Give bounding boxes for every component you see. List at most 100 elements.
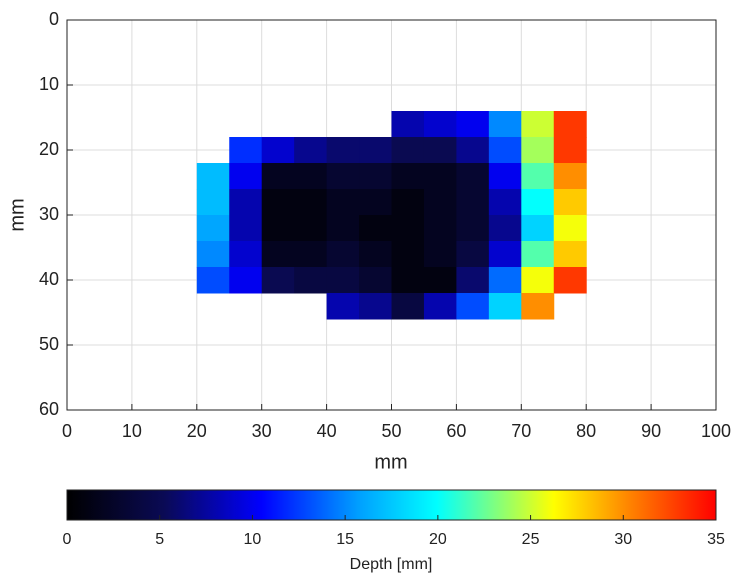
heat-cell — [261, 267, 295, 294]
colorbar-tick-label: 5 — [155, 531, 164, 548]
x-tick-label: 0 — [62, 421, 72, 441]
heat-cell — [456, 163, 490, 190]
heat-cell — [359, 267, 392, 294]
x-tick-label: 30 — [252, 421, 272, 441]
heat-cell — [229, 189, 263, 216]
heat-cell — [521, 241, 555, 268]
x-axis-label: mm — [374, 451, 407, 473]
heat-cell — [488, 215, 522, 242]
heat-cell — [423, 111, 457, 138]
heat-cell — [391, 293, 425, 320]
heat-cell — [326, 189, 360, 216]
heat-cell — [391, 163, 425, 190]
heat-cell — [391, 241, 425, 268]
heat-cell — [196, 241, 230, 268]
heat-cell — [294, 241, 328, 268]
colorbar-tick-label: 10 — [244, 531, 262, 548]
heat-cell — [196, 267, 230, 294]
heat-cell — [294, 215, 328, 242]
heat-cell — [488, 241, 522, 268]
heat-cell — [229, 215, 263, 242]
heat-cell — [326, 241, 360, 268]
heat-cell — [391, 137, 425, 164]
heat-cell — [488, 111, 522, 138]
heat-cell — [521, 293, 555, 320]
heat-cell — [521, 111, 555, 138]
heat-cell — [261, 189, 295, 216]
heat-cell — [456, 293, 490, 320]
heat-cell — [488, 189, 522, 216]
heat-cell — [359, 189, 392, 216]
heat-cell — [326, 163, 360, 190]
heat-cell — [359, 215, 392, 242]
heat-cell — [294, 267, 328, 294]
x-tick-label: 80 — [576, 421, 596, 441]
heat-cell — [521, 163, 555, 190]
heat-cell — [521, 189, 555, 216]
heat-cell — [294, 189, 328, 216]
heat-cell — [553, 137, 587, 164]
heat-cell — [456, 137, 490, 164]
heat-cell — [521, 137, 555, 164]
heat-cell — [456, 189, 490, 216]
heat-cell — [553, 111, 587, 138]
heat-cell — [261, 137, 295, 164]
colorbar-label: Depth [mm] — [350, 556, 433, 573]
heat-cell — [261, 241, 295, 268]
colorbar — [66, 489, 717, 521]
heat-cell — [261, 163, 295, 190]
heat-cell — [423, 189, 457, 216]
heat-cell — [229, 163, 263, 190]
colorbar-tick-label: 20 — [429, 531, 447, 548]
y-tick-label: 50 — [39, 334, 59, 354]
heat-cell — [196, 189, 230, 216]
heat-cell — [488, 293, 522, 320]
y-axis-label: mm — [6, 198, 28, 231]
heat-cell — [553, 215, 587, 242]
colorbar-tick-label: 30 — [614, 531, 632, 548]
heat-cell — [423, 293, 457, 320]
y-tick-label: 30 — [39, 204, 59, 224]
heat-cell — [423, 267, 457, 294]
x-tick-label: 50 — [381, 421, 401, 441]
heat-cell — [229, 241, 263, 268]
colorbar-tick-label: 15 — [336, 531, 354, 548]
heat-cell — [423, 215, 457, 242]
heat-cell — [294, 163, 328, 190]
heat-cell — [359, 137, 392, 164]
x-tick-label: 40 — [317, 421, 337, 441]
heat-cell — [488, 163, 522, 190]
heat-cell — [391, 111, 425, 138]
x-tick-label: 100 — [701, 421, 731, 441]
heat-cell — [326, 215, 360, 242]
heat-cell — [423, 241, 457, 268]
heat-cell — [553, 241, 587, 268]
x-tick-label: 60 — [446, 421, 466, 441]
heat-cell — [359, 163, 392, 190]
colorbar-tick-label: 25 — [522, 531, 540, 548]
y-tick-label: 0 — [49, 9, 59, 29]
colorbar-tick-label: 0 — [63, 531, 72, 548]
heat-cell — [456, 267, 490, 294]
heat-cell — [359, 293, 392, 320]
y-tick-label: 20 — [39, 139, 59, 159]
heat-cell — [488, 267, 522, 294]
heat-cell — [229, 137, 263, 164]
x-tick-label: 20 — [187, 421, 207, 441]
y-tick-label: 40 — [39, 269, 59, 289]
heat-cell — [521, 215, 555, 242]
heat-cell — [261, 215, 295, 242]
heat-cell — [456, 111, 490, 138]
heat-cell — [359, 241, 392, 268]
heat-cell — [391, 215, 425, 242]
y-tick-label: 60 — [39, 399, 59, 419]
heat-cell — [196, 215, 230, 242]
x-tick-label: 10 — [122, 421, 142, 441]
heat-cell — [553, 189, 587, 216]
heat-cell — [326, 293, 360, 320]
heat-cell — [521, 267, 555, 294]
x-tick-label: 70 — [511, 421, 531, 441]
heat-cell — [326, 137, 360, 164]
y-tick-label: 10 — [39, 74, 59, 94]
